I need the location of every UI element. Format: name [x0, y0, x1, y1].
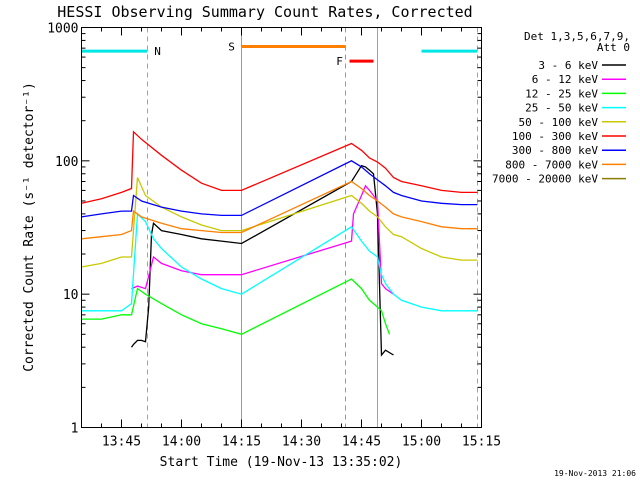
chart-title: HESSI Observing Summary Count Rates, Cor… [57, 3, 472, 21]
x-tick-label: 15:00 [402, 435, 441, 450]
series-line-6 [81, 160, 478, 218]
x-tick-label: 13:45 [102, 435, 141, 450]
x-tick-label: 14:00 [162, 435, 201, 450]
x-tick-label: 14:30 [282, 435, 321, 450]
legend-label-0: 3 - 6 keV [538, 59, 598, 72]
legend-label-2: 12 - 25 keV [525, 87, 598, 100]
legend-label-8: 7000 - 20000 keV [492, 173, 598, 186]
series-line-7 [81, 180, 478, 240]
x-tick-label: 14:45 [342, 435, 381, 450]
legend-header-line-1: Det 1,3,5,6,7,9, [524, 30, 630, 43]
series-line-0 [130, 164, 394, 357]
plot-area: N S F [81, 27, 478, 428]
legend-header-line-2: Att 0 [597, 41, 630, 54]
x-tick-label: 14:15 [222, 435, 261, 450]
y-tick-label: 10 [63, 288, 79, 303]
series-line-3 [81, 212, 478, 312]
x-tick-label: 15:15 [462, 435, 501, 450]
legend-label-6: 300 - 800 keV [512, 144, 598, 157]
series-line-1 [131, 184, 394, 295]
series-line-2 [81, 278, 391, 335]
legend-label-7: 800 - 7000 keV [505, 158, 598, 171]
series-line-5 [81, 130, 478, 204]
legend-label-1: 6 - 12 keV [532, 73, 599, 86]
flag-label-S: S [228, 41, 235, 54]
legend-label-5: 100 - 300 keV [512, 130, 598, 143]
y-tick-label: 1000 [47, 22, 78, 37]
legend-label-3: 25 - 50 keV [525, 102, 598, 115]
series-line-4 [81, 177, 478, 268]
y-tick-label: 1 [71, 422, 79, 437]
y-axis-label: Corrected Count Rate (s⁻¹ detector⁻¹) [22, 82, 37, 372]
flag-label-N: N [154, 45, 161, 58]
flag-label-F: F [336, 55, 343, 68]
legend-label-4: 50 - 100 keV [519, 116, 599, 129]
plot-frame [81, 27, 482, 428]
timestamp-stamp: 19-Nov-2013 21:06 [554, 469, 636, 478]
y-tick-label: 100 [55, 155, 78, 170]
x-axis-label: Start Time (19-Nov-13 13:35:02) [160, 455, 403, 470]
y-axis: 1 10 100 1000 [47, 22, 482, 437]
x-axis: 13:45 14:00 14:15 14:30 14:45 15:00 15:15 [81, 27, 501, 450]
